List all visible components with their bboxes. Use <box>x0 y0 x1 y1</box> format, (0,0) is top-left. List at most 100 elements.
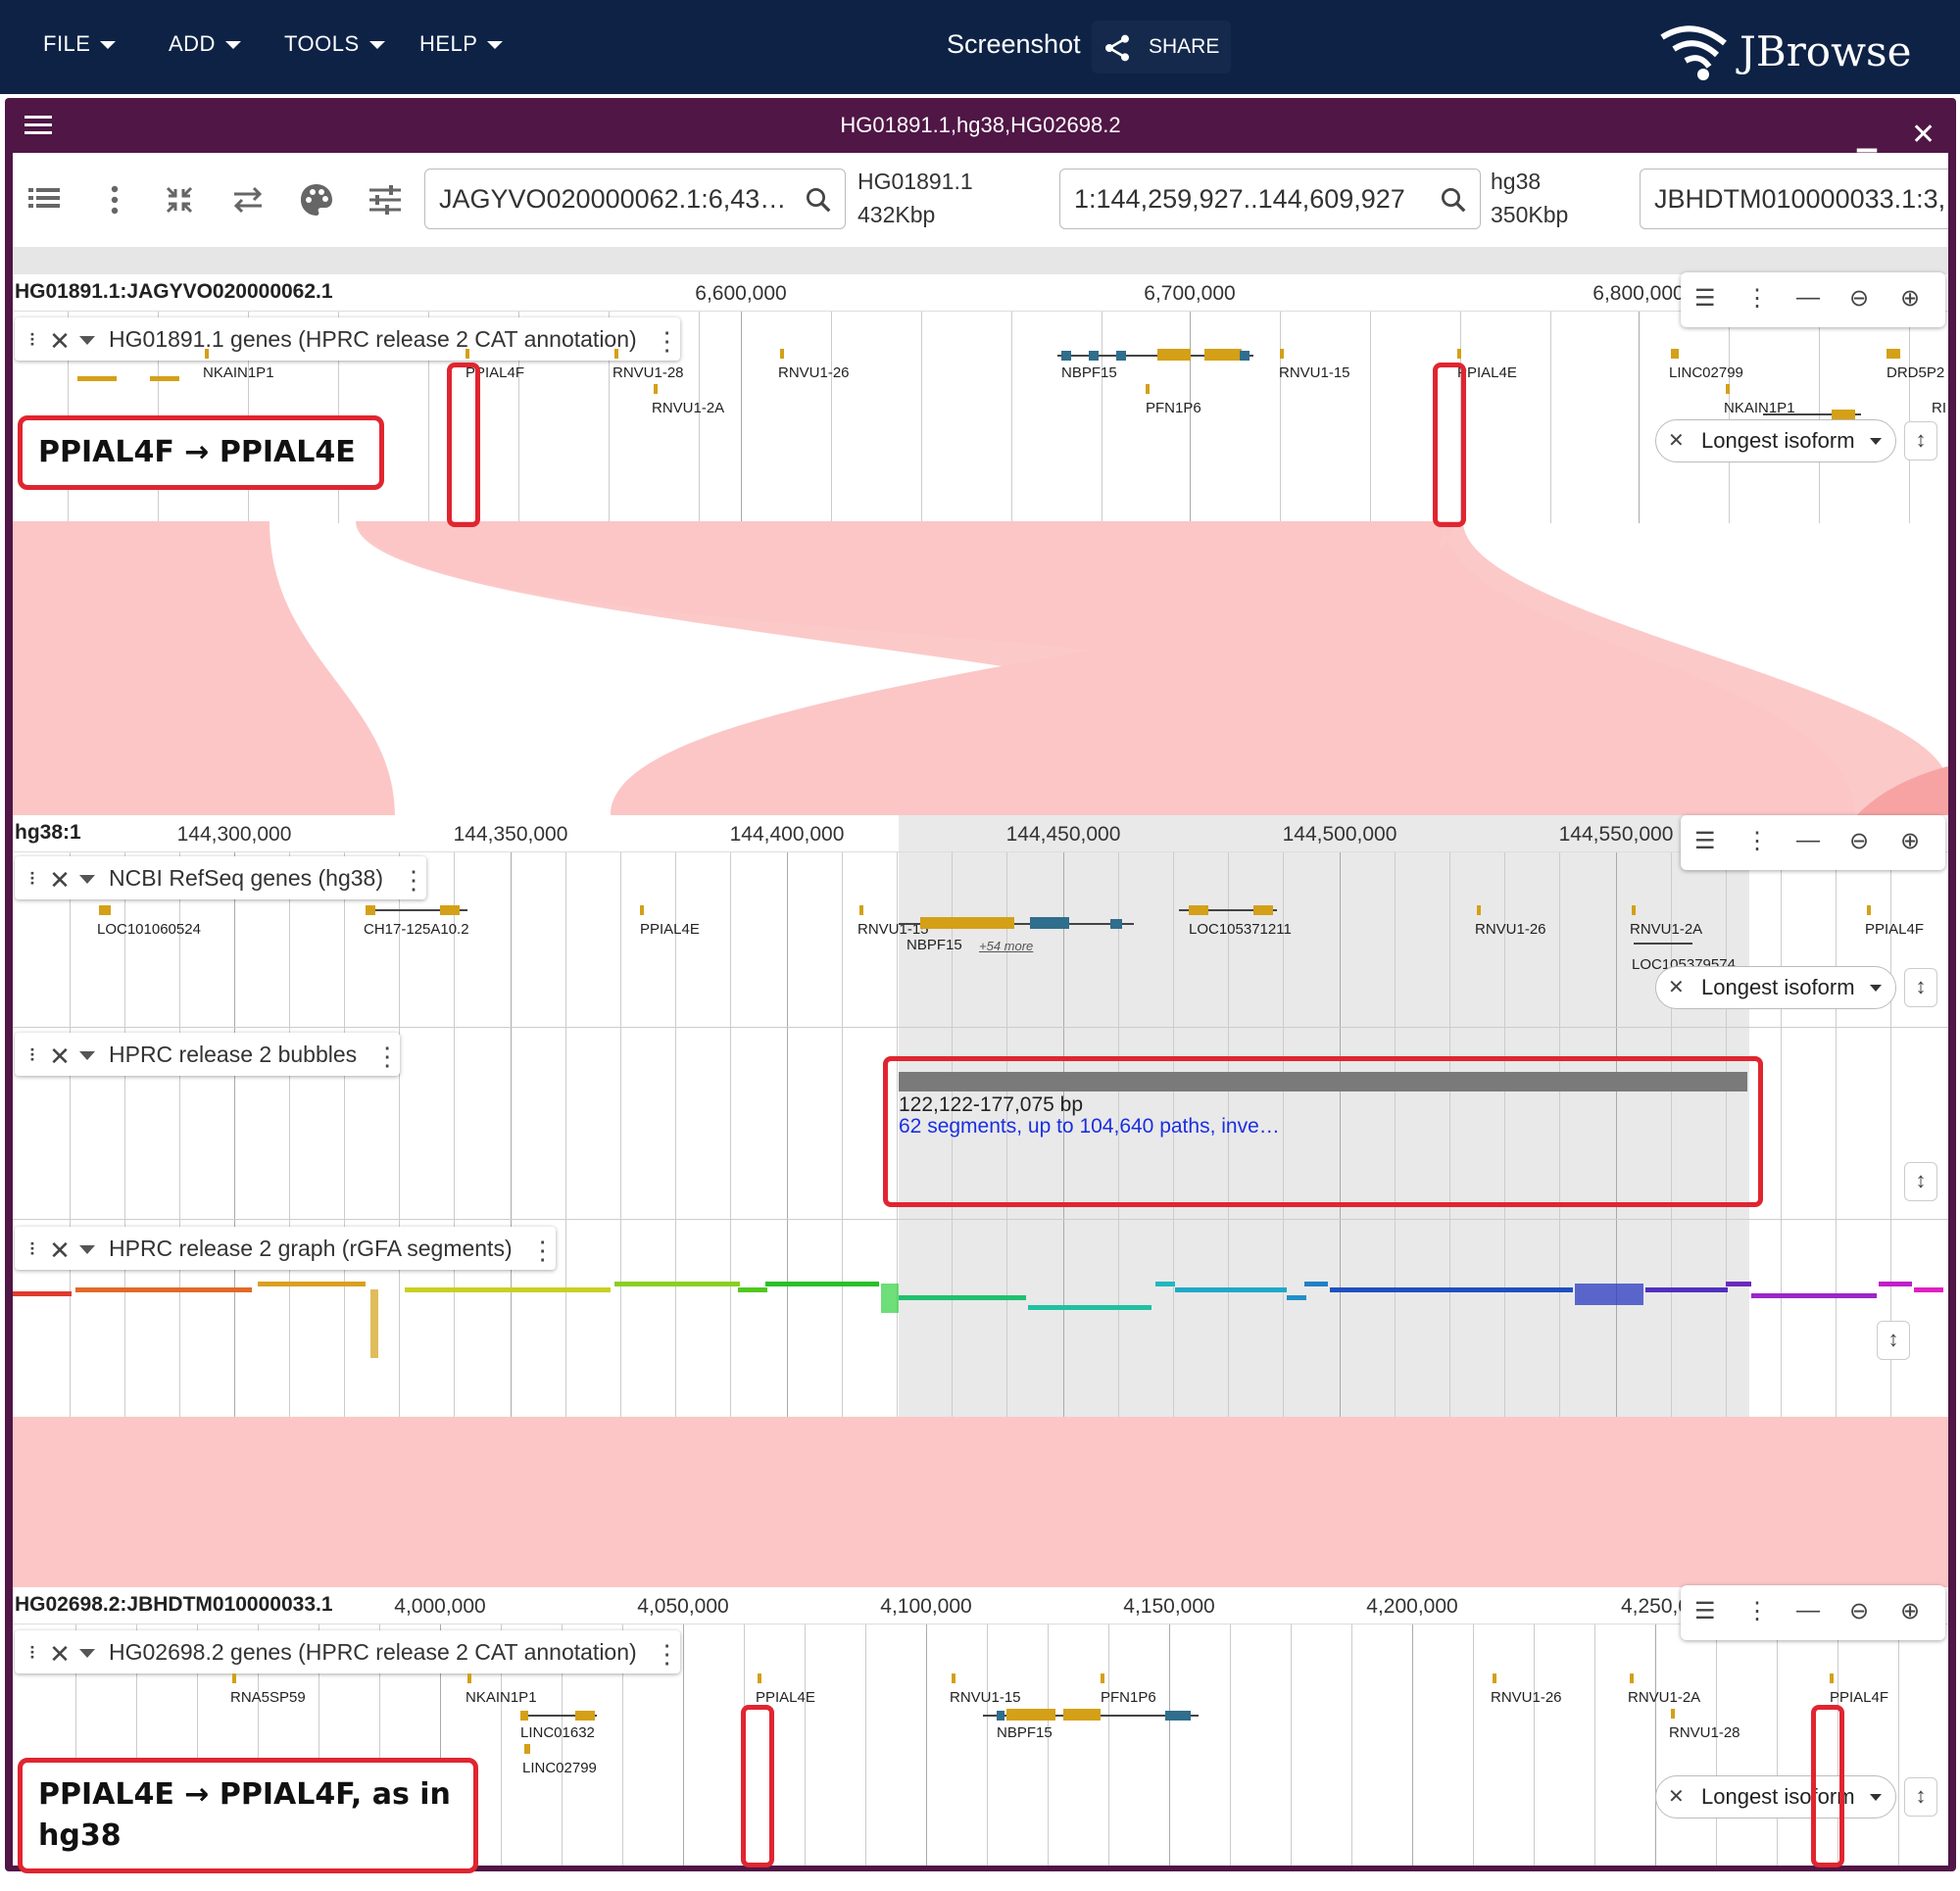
gene-glyph[interactable] <box>1101 1673 1104 1683</box>
bubble-description[interactable]: 62 segments, up to 104,640 paths, inve… <box>899 1115 1280 1138</box>
gene-glyph[interactable] <box>524 1744 530 1754</box>
close-track-icon[interactable]: ✕ <box>49 325 71 356</box>
track-menu-icon[interactable]: ⋮ <box>401 864 426 895</box>
zoom-in-icon[interactable]: ⊕ <box>1900 285 1921 312</box>
track-resize-icon[interactable]: ↕ <box>1904 1777 1937 1817</box>
drag-handle-icon[interactable]: ⠇ <box>28 1045 42 1066</box>
graph-segment[interactable] <box>1175 1287 1287 1292</box>
gene-label[interactable]: RNVU1-2A <box>652 400 725 416</box>
gene-glyph[interactable] <box>99 905 111 915</box>
track-header[interactable]: ⠇ ✕ HPRC release 2 graph (rGFA segments) ⋮ <box>15 1227 556 1270</box>
gene-glyph[interactable] <box>640 905 644 915</box>
collapse-track-icon[interactable] <box>79 1649 95 1659</box>
graph-segment[interactable] <box>614 1282 740 1286</box>
isoform-select[interactable]: ✕ Longest isoform <box>1655 1775 1896 1818</box>
gene-glyph[interactable] <box>1457 349 1461 359</box>
gene-glyph[interactable] <box>654 384 658 394</box>
graph-segment[interactable] <box>1879 1282 1912 1286</box>
graph-segment[interactable] <box>738 1287 767 1292</box>
graph-segment[interactable] <box>75 1287 252 1292</box>
search-icon[interactable] <box>804 185 833 215</box>
graph-segment[interactable] <box>258 1282 366 1286</box>
track-header[interactable]: ⠇ ✕ HG01891.1 genes (HPRC release 2 CAT an… <box>15 317 680 361</box>
gene-glyph[interactable] <box>1867 905 1871 915</box>
gene-label[interactable]: PPIAL4E <box>640 921 700 938</box>
session-name[interactable]: Screenshot <box>947 29 1081 59</box>
gene-label[interactable]: PFN1P6 <box>1146 400 1201 416</box>
track-menu-icon[interactable]: ⋮ <box>374 1041 401 1071</box>
gene-label[interactable]: PPIAL4E <box>756 1689 815 1706</box>
zoom-in-icon[interactable]: ⊕ <box>1900 828 1921 854</box>
gene-label[interactable]: RNVU1-15 <box>950 1689 1021 1706</box>
gene-glyph[interactable] <box>150 376 179 381</box>
gene-label[interactable]: LOC105371211 <box>1189 921 1292 938</box>
close-track-icon[interactable]: ✕ <box>49 1235 71 1265</box>
collapse-track-icon[interactable] <box>79 875 95 885</box>
gene-glyph[interactable] <box>1726 384 1730 394</box>
gene-glyph[interactable] <box>1632 905 1636 915</box>
gene-glyph[interactable] <box>1830 1673 1834 1683</box>
bubble-feature[interactable] <box>899 1072 1747 1091</box>
gene-glyph[interactable] <box>1886 349 1900 359</box>
gene-glyph[interactable] <box>77 376 117 381</box>
track-list-icon[interactable]: ☰ <box>1694 285 1716 312</box>
swap-icon[interactable] <box>228 180 268 219</box>
location-input-1[interactable]: JAGYVO020000062.1:6,43… <box>424 169 846 229</box>
gene-label[interactable]: PPIAL4E <box>1457 364 1517 381</box>
more-vert-icon[interactable]: ⋮ <box>1745 1598 1769 1624</box>
graph-segment[interactable] <box>1575 1284 1643 1305</box>
drag-handle-icon[interactable]: ⠇ <box>28 1643 42 1664</box>
gene-label[interactable]: NKAIN1P1 <box>203 364 274 381</box>
more-features-link[interactable]: +54 more <box>979 939 1034 953</box>
track-resize-icon[interactable]: ↕ <box>1904 421 1937 461</box>
gene-label[interactable]: PPIAL4F <box>1865 921 1925 938</box>
graph-segment[interactable] <box>1751 1293 1877 1298</box>
palette-icon[interactable] <box>297 180 336 219</box>
zoom-in-icon[interactable]: ⊕ <box>1900 1598 1921 1624</box>
graph-segment[interactable] <box>881 1284 899 1313</box>
collapse-icon[interactable] <box>160 180 199 219</box>
gene-label[interactable]: RNVU1-26 <box>1491 1689 1562 1706</box>
track-header[interactable]: ⠇ ✕ NCBI RefSeq genes (hg38) ⋮ <box>15 856 426 899</box>
share-button[interactable]: SHARE <box>1092 21 1231 73</box>
graph-segment[interactable] <box>765 1282 879 1286</box>
collapse-track-icon[interactable] <box>79 1051 95 1061</box>
gene-label[interactable]: RNVU1-26 <box>1475 921 1546 938</box>
graph-segment[interactable] <box>1155 1282 1175 1286</box>
more-vert-icon[interactable] <box>95 180 134 219</box>
isoform-select[interactable]: ✕ Longest isoform <box>1655 419 1896 462</box>
track-resize-icon[interactable]: ↕ <box>1877 1321 1910 1360</box>
gene-glyph[interactable] <box>466 349 469 359</box>
drag-handle-icon[interactable]: ⠇ <box>28 1239 42 1260</box>
track-menu-icon[interactable]: ⋮ <box>654 325 680 356</box>
gene-label[interactable]: RI <box>1932 400 1946 416</box>
ruler[interactable]: HG01891.1:JAGYVO020000062.1 6,600,000 6,… <box>13 274 1948 312</box>
gene-label[interactable]: RNVU1-15 <box>858 921 929 938</box>
gene-glyph[interactable] <box>1630 1673 1634 1683</box>
gene-label[interactable]: LINC02799 <box>522 1760 597 1776</box>
close-icon[interactable]: ✕ <box>1911 119 1936 151</box>
more-vert-icon[interactable]: ⋮ <box>1745 285 1769 312</box>
gene-label[interactable]: RNVU1-15 <box>1279 364 1350 381</box>
gene-glyph[interactable] <box>467 1673 471 1683</box>
gene-glyph[interactable] <box>1477 905 1481 915</box>
track-header[interactable]: ⠇ ✕ HPRC release 2 bubbles ⋮ <box>15 1033 401 1076</box>
gene-glyph[interactable] <box>205 349 209 359</box>
gene-label[interactable]: NKAIN1P1 <box>1724 400 1795 416</box>
gene-label[interactable]: RNVU1-26 <box>778 364 850 381</box>
gene-label[interactable]: PPIAL4F <box>466 364 525 381</box>
minimize-panel-icon[interactable]: — <box>1796 284 1820 311</box>
track-selector-icon[interactable] <box>24 180 64 219</box>
graph-segment[interactable] <box>405 1287 611 1292</box>
gene-label[interactable]: RNVU1-28 <box>612 364 684 381</box>
collapse-track-icon[interactable] <box>79 336 95 346</box>
graph-segment[interactable] <box>1330 1287 1573 1292</box>
track-resize-icon[interactable]: ↕ <box>1904 968 1937 1007</box>
gene-label[interactable]: RNVU1-2A <box>1628 1689 1701 1706</box>
view-title[interactable]: HG01891.1,hg38,HG02698.2 <box>840 113 1121 137</box>
gene-glyph[interactable] <box>780 349 784 359</box>
close-track-icon[interactable]: ✕ <box>49 1638 71 1669</box>
graph-segment[interactable] <box>13 1291 72 1296</box>
minimize-icon[interactable]: ▁ <box>1857 122 1877 152</box>
gene-glyph[interactable] <box>1671 1709 1675 1719</box>
